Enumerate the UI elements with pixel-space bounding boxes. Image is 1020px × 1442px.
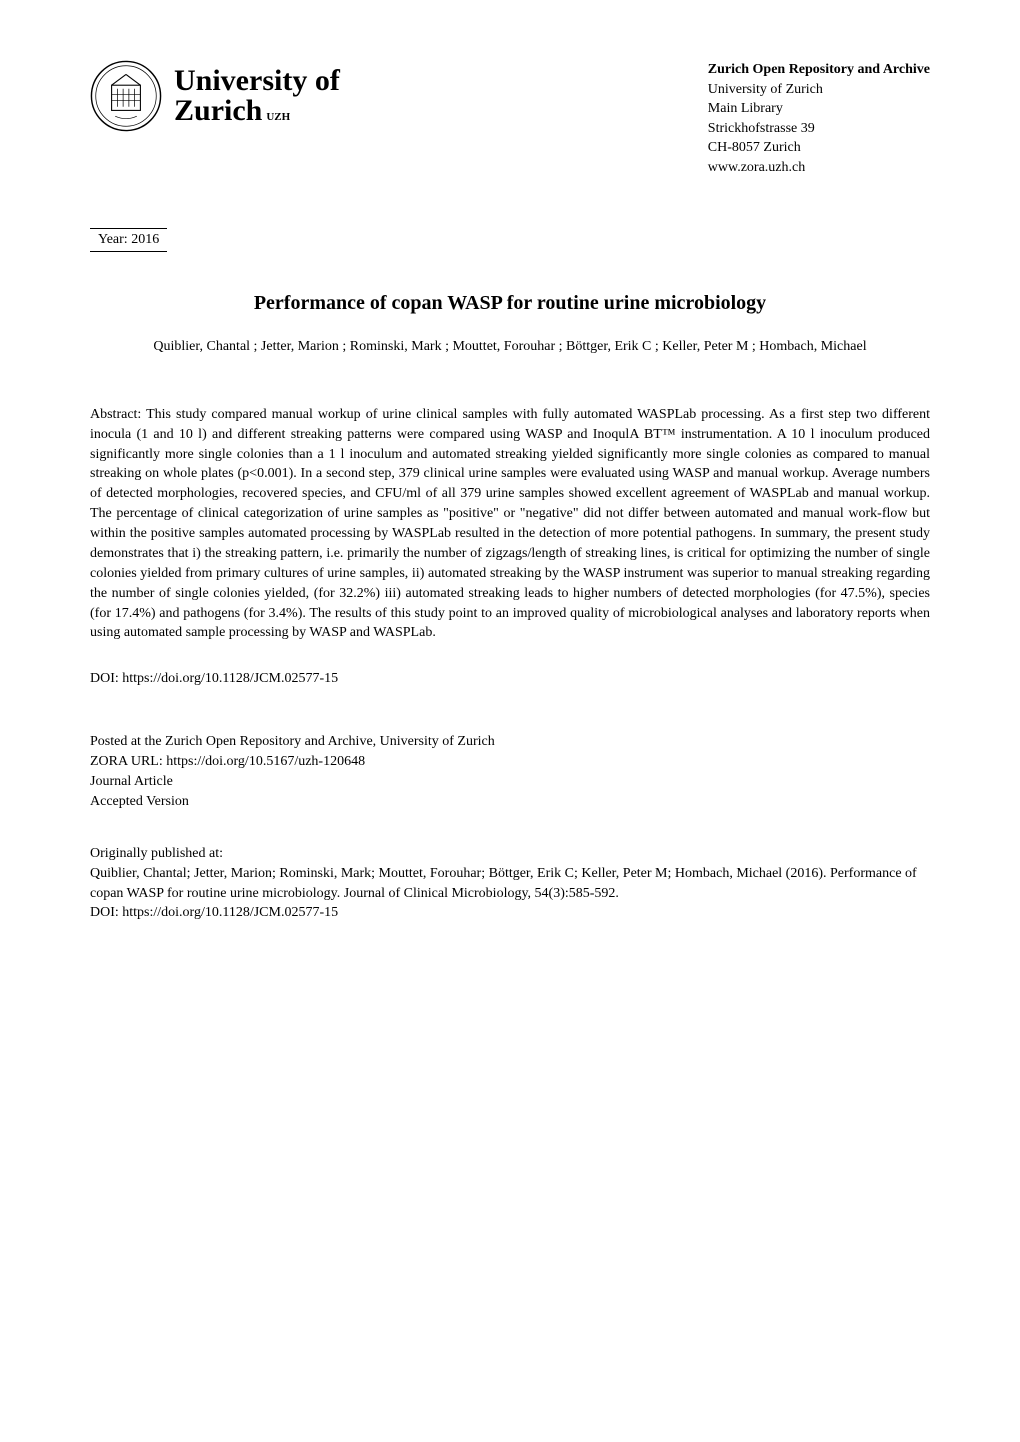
meta-type: Journal Article [90, 772, 930, 792]
logo-line2: Zurich [174, 96, 262, 126]
year-label: Year: 2016 [90, 228, 167, 252]
repo-library: Main Library [708, 99, 930, 119]
repo-street: Strickhofstrasse 39 [708, 119, 930, 139]
meta-zora-url: ZORA URL: https://doi.org/10.5167/uzh-12… [90, 752, 930, 772]
citation-block: Originally published at: Quiblier, Chant… [90, 844, 930, 924]
repo-title: Zurich Open Repository and Archive [708, 60, 930, 80]
paper-title: Performance of copan WASP for routine ur… [90, 292, 930, 315]
repo-institution: University of Zurich [708, 80, 930, 100]
uzh-logo-block: University of Zurich UZH [90, 60, 340, 132]
uzh-seal-icon [90, 60, 162, 132]
uzh-logo-text: University of Zurich UZH [174, 66, 340, 126]
citation-doi: DOI: https://doi.org/10.1128/JCM.02577-1… [90, 903, 930, 923]
citation-label: Originally published at: [90, 844, 930, 864]
repo-city: CH-8057 Zurich [708, 138, 930, 158]
logo-superscript: UZH [266, 112, 290, 123]
authors: Quiblier, Chantal ; Jetter, Marion ; Rom… [90, 337, 930, 357]
abstract: Abstract: This study compared manual wor… [90, 405, 930, 644]
logo-line1: University of [174, 66, 340, 96]
repo-url: www.zora.uzh.ch [708, 158, 930, 178]
doi-primary: DOI: https://doi.org/10.1128/JCM.02577-1… [90, 671, 930, 687]
header: University of Zurich UZH Zurich Open Repo… [90, 60, 930, 178]
citation-text: Quiblier, Chantal; Jetter, Marion; Romin… [90, 864, 930, 904]
meta-posted: Posted at the Zurich Open Repository and… [90, 732, 930, 752]
metadata-block: Posted at the Zurich Open Repository and… [90, 732, 930, 812]
meta-version: Accepted Version [90, 792, 930, 812]
repository-info: Zurich Open Repository and Archive Unive… [708, 60, 930, 178]
